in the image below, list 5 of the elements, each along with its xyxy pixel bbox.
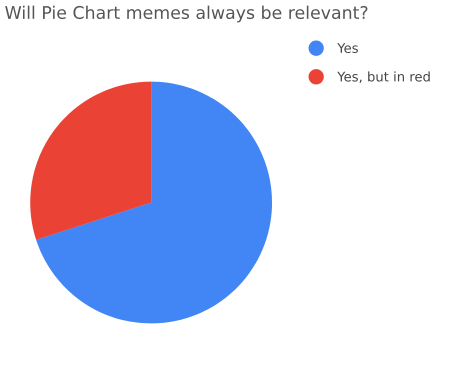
pie-slice xyxy=(36,82,272,324)
legend-label: Yes, but in red xyxy=(337,71,430,83)
legend-label: Yes xyxy=(337,43,358,53)
chart-title: Will Pie Chart memes always be relevant? xyxy=(5,6,368,22)
pie-slice xyxy=(30,82,152,240)
